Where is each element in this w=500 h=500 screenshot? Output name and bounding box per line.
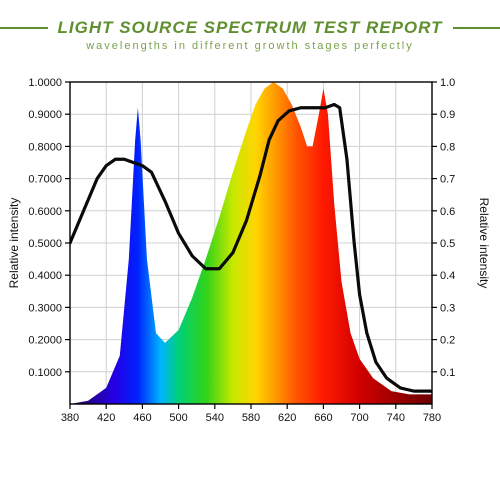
header: LIGHT SOURCE SPECTRUM TEST REPORT wavele… <box>0 0 500 52</box>
svg-text:0.6000: 0.6000 <box>28 206 62 218</box>
svg-text:380: 380 <box>61 412 79 424</box>
svg-text:580: 580 <box>242 412 260 424</box>
svg-text:420: 420 <box>97 412 115 424</box>
svg-text:0.9000: 0.9000 <box>28 109 62 121</box>
svg-text:0.3: 0.3 <box>440 302 455 314</box>
svg-text:1.0000: 1.0000 <box>28 77 62 89</box>
svg-text:0.2: 0.2 <box>440 335 455 347</box>
svg-text:0.8: 0.8 <box>440 141 455 153</box>
svg-text:Relative intensity: Relative intensity <box>477 198 491 289</box>
rule-left <box>0 27 48 29</box>
svg-text:460: 460 <box>133 412 151 424</box>
svg-text:0.1: 0.1 <box>440 367 455 379</box>
report-subtitle: wavelengths in different growth stages p… <box>0 40 500 52</box>
svg-text:0.3000: 0.3000 <box>28 302 62 314</box>
svg-text:0.8000: 0.8000 <box>28 141 62 153</box>
chart-svg: 380 420 460 500 540 580 620 660 700 740 780 0.1000 0… <box>0 52 500 462</box>
svg-text:0.5: 0.5 <box>440 238 455 250</box>
svg-text:0.4: 0.4 <box>440 270 455 282</box>
svg-text:0.5000: 0.5000 <box>28 238 62 250</box>
report-title: LIGHT SOURCE SPECTRUM TEST REPORT <box>58 18 443 38</box>
svg-text:0.9: 0.9 <box>440 109 455 121</box>
svg-text:500: 500 <box>169 412 187 424</box>
svg-text:700: 700 <box>350 412 368 424</box>
svg-text:620: 620 <box>278 412 296 424</box>
svg-text:780: 780 <box>423 412 441 424</box>
title-row: LIGHT SOURCE SPECTRUM TEST REPORT <box>0 18 500 38</box>
svg-text:1.0: 1.0 <box>440 77 455 89</box>
svg-text:0.4000: 0.4000 <box>28 270 62 282</box>
svg-text:540: 540 <box>206 412 224 424</box>
svg-text:0.7: 0.7 <box>440 174 455 186</box>
svg-text:660: 660 <box>314 412 332 424</box>
svg-text:0.2000: 0.2000 <box>28 335 62 347</box>
svg-text:740: 740 <box>387 412 405 424</box>
svg-text:Relative intensity: Relative intensity <box>7 198 21 289</box>
spectrum-chart: 380 420 460 500 540 580 620 660 700 740 780 0.1000 0… <box>0 52 500 462</box>
rule-right <box>453 27 500 29</box>
svg-text:0.7000: 0.7000 <box>28 174 62 186</box>
svg-text:0.1000: 0.1000 <box>28 367 62 379</box>
svg-text:0.6: 0.6 <box>440 206 455 218</box>
